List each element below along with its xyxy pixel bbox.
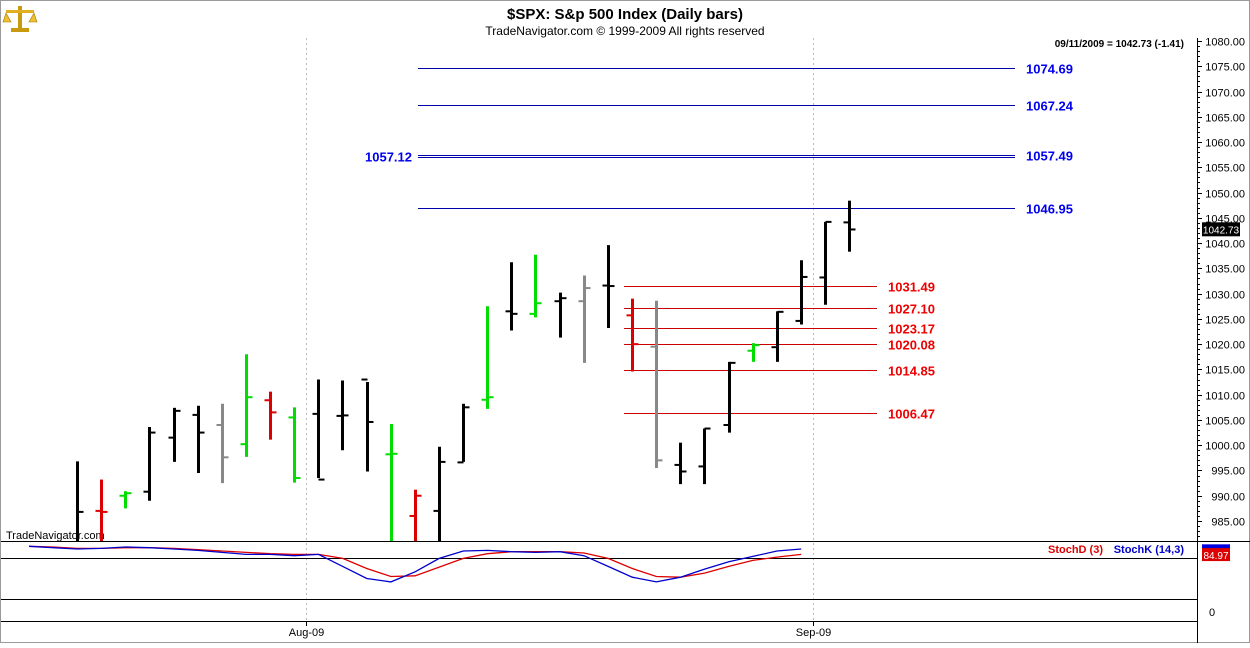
legend-stoch-d: StochD (3) [1048,544,1103,556]
x-tick-label: Sep-09 [796,627,831,639]
y-tick-label: 1030.00 [1205,290,1245,302]
y-tick-label: 1040.00 [1205,239,1245,251]
watermark-text: TradeNavigator.com [6,530,105,542]
y-tick-label: 1080.00 [1205,37,1245,49]
support-level-label: 1006.47 [888,407,935,422]
y-tick-label: 1010.00 [1205,391,1245,403]
current-price-label: 1042.73 [1203,225,1240,236]
y-tick-label: 1075.00 [1205,62,1245,74]
stochastic-axis-label: 0 [1209,607,1215,619]
copyright-text: TradeNavigator.com © 1999-2009 All right… [485,24,764,38]
y-tick-label: 1065.00 [1205,113,1245,125]
support-level-label: 1031.49 [888,280,935,295]
y-tick-label: 995.00 [1211,466,1245,478]
support-level-label: 1020.08 [888,338,935,353]
y-tick-label: 1025.00 [1205,315,1245,327]
legend-stoch-k: StochK (14,3) [1114,544,1185,556]
y-tick-label: 985.00 [1211,517,1245,529]
y-tick-label: 1055.00 [1205,163,1245,175]
y-tick-label: 1070.00 [1205,88,1245,100]
stoch-current-label: 84.97 [1203,551,1228,562]
chart-title: $SPX: S&p 500 Index (Daily bars) [507,6,743,23]
resistance-level-label: 1057.49 [1026,149,1073,164]
resistance-level-label: 1046.95 [1026,202,1073,217]
x-tick-label: Aug-09 [289,627,324,639]
y-tick-label: 1005.00 [1205,416,1245,428]
support-level-label: 1023.17 [888,322,935,337]
y-tick-label: 1050.00 [1205,189,1245,201]
y-tick-label: 990.00 [1211,492,1245,504]
support-level-label: 1027.10 [888,302,935,317]
y-tick-label: 1035.00 [1205,264,1245,276]
resistance-level-label: 1074.69 [1026,62,1073,77]
resistance-level-label: 1067.24 [1026,99,1074,114]
y-tick-label: 1000.00 [1205,441,1245,453]
last-quote-text: 09/11/2009 = 1042.73 (-1.41) [1055,39,1184,50]
resistance-level-label: 1057.12 [365,150,412,165]
y-tick-label: 1015.00 [1205,365,1245,377]
support-level-label: 1014.85 [888,364,935,379]
y-tick-label: 1060.00 [1205,138,1245,150]
y-tick-label: 1020.00 [1205,340,1245,352]
